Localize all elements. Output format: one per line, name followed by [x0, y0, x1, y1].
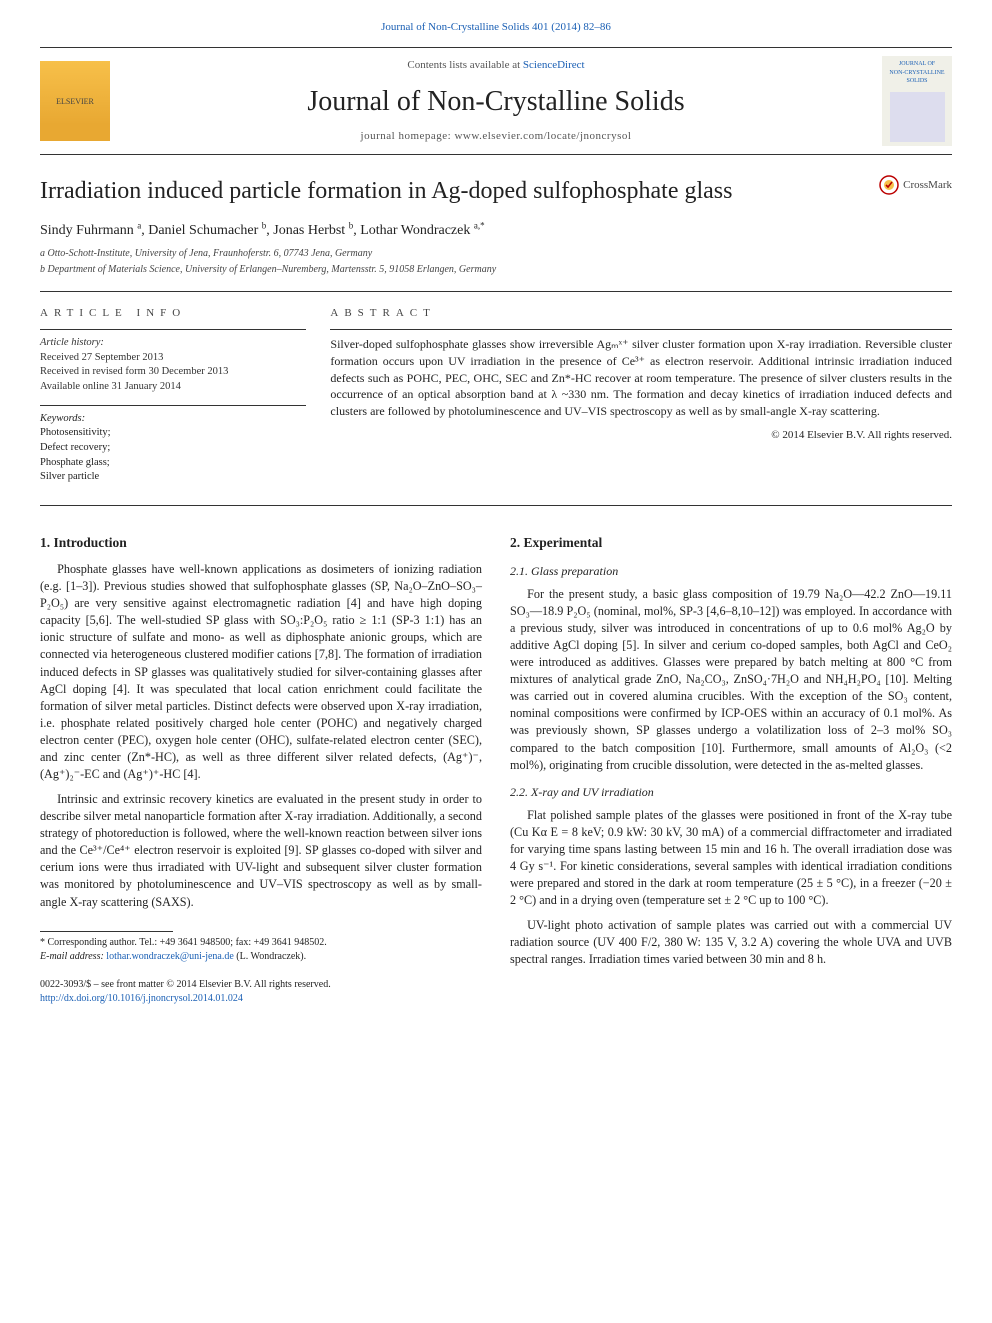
rule-above-info	[40, 291, 952, 292]
keyword-0: Photosensitivity;	[40, 427, 111, 438]
abstract-heading: ABSTRACT	[330, 306, 952, 321]
journal-header-banner: ELSEVIER Contents lists available at Sci…	[40, 47, 952, 155]
journal-issue-link[interactable]: Journal of Non-Crystalline Solids 401 (2…	[40, 20, 952, 35]
homepage-url: www.elsevier.com/locate/jnoncrysol	[454, 130, 631, 142]
history-line-2: Available online 31 January 2014	[40, 381, 181, 392]
cover-caption-top: JOURNAL OF	[899, 60, 935, 68]
keywords-block: Keywords: Photosensitivity; Defect recov…	[40, 412, 306, 485]
abstract-copyright: © 2014 Elsevier B.V. All rights reserved…	[330, 428, 952, 443]
sciencedirect-link[interactable]: ScienceDirect	[523, 59, 585, 71]
homepage-label: journal homepage:	[361, 130, 455, 142]
abstract-text: Silver-doped sulfophosphate glasses show…	[330, 336, 952, 420]
corr-author-text: * Corresponding author. Tel.: +49 3641 9…	[40, 937, 327, 948]
sub-2-2-para-1: Flat polished sample plates of the glass…	[510, 807, 952, 909]
crossmark-label: CrossMark	[903, 178, 952, 193]
contents-available-line: Contents lists available at ScienceDirec…	[126, 58, 866, 73]
abstract-rule	[330, 329, 952, 330]
keyword-3: Silver particle	[40, 471, 99, 482]
journal-homepage-line: journal homepage: www.elsevier.com/locat…	[126, 129, 866, 144]
doi-link[interactable]: http://dx.doi.org/10.1016/j.jnoncrysol.2…	[40, 993, 243, 1004]
sub-2-1-para: For the present study, a basic glass com…	[510, 586, 952, 774]
article-info-heading: ARTICLE INFO	[40, 306, 306, 321]
journal-issue-link-text[interactable]: Journal of Non-Crystalline Solids 401 (2…	[381, 21, 611, 33]
history-line-1: Received in revised form 30 December 201…	[40, 366, 228, 377]
journal-name: Journal of Non-Crystalline Solids	[126, 82, 866, 121]
affiliation-b: b Department of Materials Science, Unive…	[40, 263, 952, 277]
corresponding-author-footnote: * Corresponding author. Tel.: +49 3641 9…	[40, 936, 482, 964]
subsection-2-2-heading: 2.2. X-ray and UV irradiation	[510, 784, 952, 801]
header-center: Contents lists available at ScienceDirec…	[110, 58, 882, 144]
crossmark-badge[interactable]: CrossMark	[879, 175, 952, 195]
keyword-1: Defect recovery;	[40, 442, 110, 453]
info-abstract-row: ARTICLE INFO Article history: Received 2…	[40, 306, 952, 486]
email-paren: (L. Wondraczek).	[234, 951, 306, 962]
title-row: CrossMark Irradiation induced particle f…	[40, 175, 952, 209]
article-title: Irradiation induced particle formation i…	[40, 175, 952, 209]
issn-line: 0022-3093/$ – see front matter © 2014 El…	[40, 979, 331, 990]
info-rule-2	[40, 405, 306, 406]
subsection-2-1-heading: 2.1. Glass preparation	[510, 563, 952, 580]
authors-line: Sindy Fuhrmann a, Daniel Schumacher b, J…	[40, 221, 952, 241]
rule-below-abstract	[40, 505, 952, 506]
abstract-block: ABSTRACT Silver-doped sulfophosphate gla…	[330, 306, 952, 486]
intro-para-1: Phosphate glasses have well-known applic…	[40, 561, 482, 783]
crossmark-icon	[879, 175, 899, 195]
right-column: 2. Experimental 2.1. Glass preparation F…	[510, 520, 952, 1005]
article-history: Article history: Received 27 September 2…	[40, 336, 306, 395]
cover-image-placeholder	[890, 92, 945, 143]
info-rule-1	[40, 329, 306, 330]
keyword-2: Phosphate glass;	[40, 457, 110, 468]
email-label: E-mail address:	[40, 951, 106, 962]
contents-prefix: Contents lists available at	[407, 59, 522, 71]
journal-cover-thumb: JOURNAL OF NON-CRYSTALLINE SOLIDS	[882, 56, 952, 146]
left-column: 1. Introduction Phosphate glasses have w…	[40, 520, 482, 1005]
intro-para-2: Intrinsic and extrinsic recovery kinetic…	[40, 791, 482, 911]
footnote-rule	[40, 931, 173, 932]
cover-caption-bottom: NON-CRYSTALLINE SOLIDS	[886, 69, 948, 86]
elsevier-logo-label: ELSEVIER	[56, 96, 94, 107]
body-columns: 1. Introduction Phosphate glasses have w…	[40, 520, 952, 1005]
corr-email-link[interactable]: lothar.wondraczek@uni-jena.de	[106, 951, 234, 962]
publication-info: 0022-3093/$ – see front matter © 2014 El…	[40, 978, 482, 1006]
section-1-heading: 1. Introduction	[40, 534, 482, 553]
affiliation-a: a Otto-Schott-Institute, University of J…	[40, 247, 952, 261]
history-line-0: Received 27 September 2013	[40, 352, 163, 363]
section-2-heading: 2. Experimental	[510, 534, 952, 553]
elsevier-logo: ELSEVIER	[40, 61, 110, 141]
keywords-label: Keywords:	[40, 412, 306, 427]
history-label: Article history:	[40, 337, 104, 348]
article-info-block: ARTICLE INFO Article history: Received 2…	[40, 306, 306, 486]
sub-2-2-para-2: UV-light photo activation of sample plat…	[510, 917, 952, 968]
